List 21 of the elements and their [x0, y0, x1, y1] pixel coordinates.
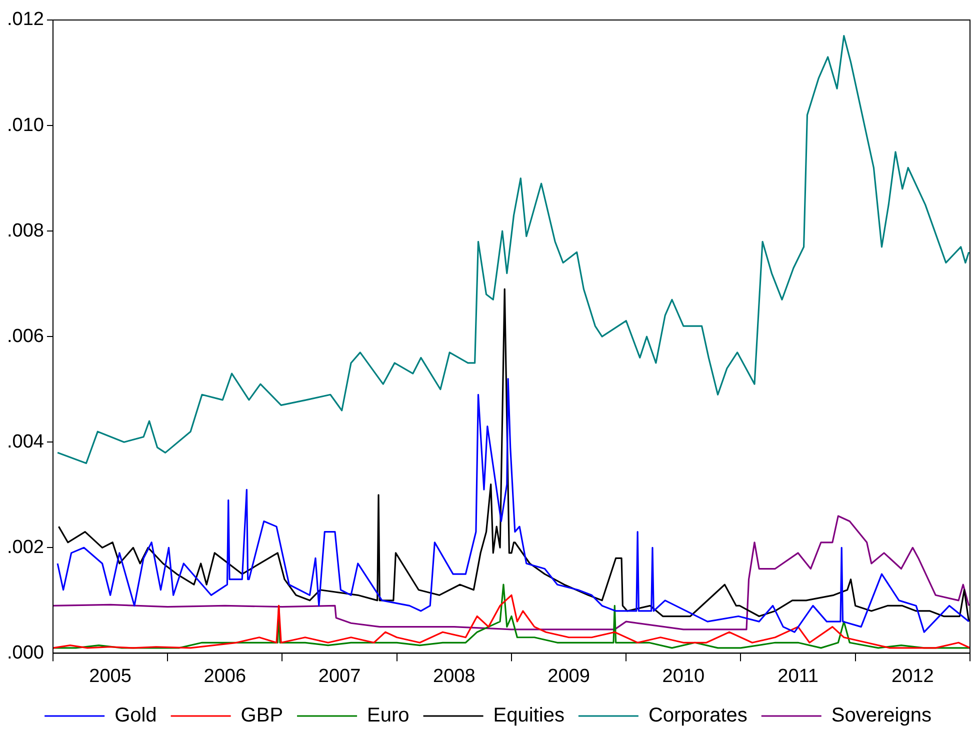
legend-label: Gold	[114, 704, 157, 727]
x-tick-label: 2006	[204, 666, 246, 687]
x-tick-label: 2010	[662, 666, 705, 687]
y-tick-label: .010	[6, 114, 44, 136]
y-tick-label: .002	[6, 536, 44, 558]
legend-label: Corporates	[648, 704, 748, 727]
x-tick-label: 2009	[548, 666, 590, 687]
legend-label: GBP	[240, 704, 284, 727]
legend-label: Sovereigns	[831, 704, 932, 727]
y-tick-label: .008	[6, 220, 44, 242]
x-tick-label: 2012	[892, 666, 934, 687]
x-tick-label: 2005	[89, 666, 132, 687]
y-tick-label: .000	[6, 642, 44, 664]
y-tick-label: .004	[6, 431, 44, 452]
y-tick-label: .012	[6, 9, 44, 30]
x-tick-label: 2008	[433, 666, 476, 687]
legend-label: Equities	[493, 704, 564, 727]
x-tick-label: 2011	[778, 666, 818, 687]
x-tick-label: 2007	[318, 666, 361, 687]
legend-label: Euro	[367, 704, 410, 727]
y-tick-label: .006	[6, 326, 44, 347]
